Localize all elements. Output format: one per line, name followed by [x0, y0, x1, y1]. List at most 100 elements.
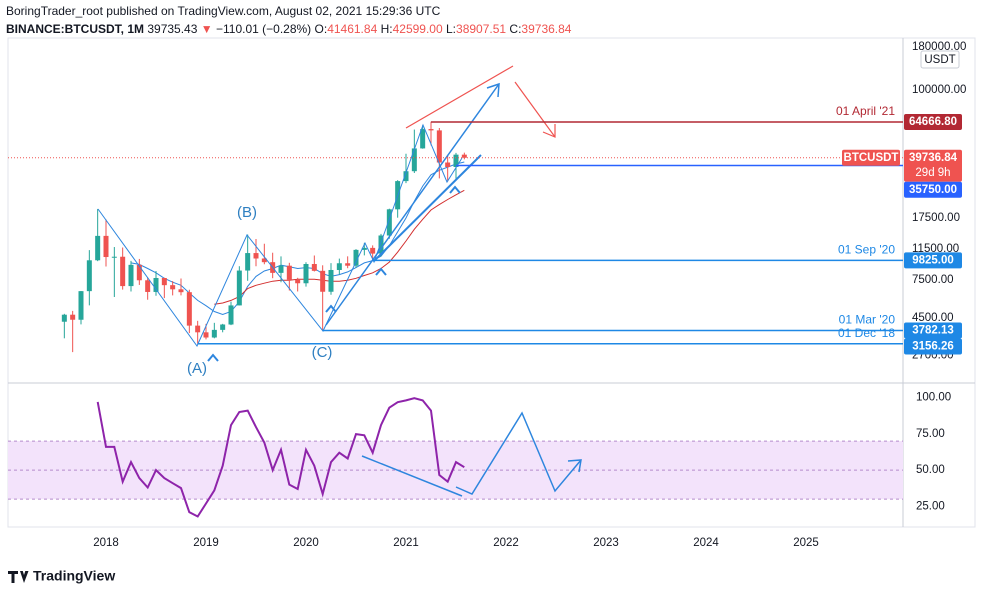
y-tick-label: 100.00: [916, 392, 951, 404]
ohlc-value: 39736.84: [521, 22, 571, 36]
logo-icon: [8, 571, 29, 583]
arrow: ▼: [201, 22, 213, 36]
marker: [325, 304, 337, 313]
last: 39735.43: [147, 22, 197, 36]
arrow-head: [486, 82, 500, 98]
currency-box: [920, 50, 960, 69]
candle-body: [420, 129, 426, 149]
level-date-label: 01 April '21: [836, 104, 895, 118]
candle-body: [153, 277, 159, 292]
level-date-label: 01 Sep '20: [838, 243, 895, 257]
y-tick-label: 75.00: [916, 428, 945, 440]
level-date-label: 01 Mar '20: [839, 313, 896, 327]
price-label: 3156.26: [912, 341, 954, 353]
level-date-label: 01 Dec '18: [838, 326, 895, 340]
price-label: 64666.80: [909, 116, 957, 128]
price-label: 29d 9h: [915, 167, 950, 179]
logo: TradingView: [8, 568, 115, 584]
chart-frame: [7, 37, 976, 528]
x-tick-label: 2020: [293, 537, 319, 549]
x-tick-label: 2019: [193, 537, 219, 549]
candle-body: [461, 154, 467, 158]
candle-body: [311, 264, 317, 271]
candle-body: [236, 270, 242, 306]
candle-body: [428, 129, 434, 131]
candle-body: [295, 279, 301, 284]
price-label-box: [904, 252, 962, 269]
candle-body: [136, 264, 142, 281]
ohlc-label: C:: [509, 22, 521, 36]
candle-body: [328, 269, 334, 292]
price-label-box: [904, 114, 962, 131]
currency: USDT: [924, 54, 955, 66]
candle-body: [411, 148, 417, 172]
candle-body: [228, 305, 234, 325]
symbol-label: BTCUSDT: [844, 152, 899, 164]
price-label: 39736.84: [909, 152, 958, 164]
candle-body: [128, 264, 134, 287]
symbol: BINANCE:BTCUSDT, 1M: [6, 22, 144, 36]
byline: BoringTrader_root published on TradingVi…: [6, 4, 441, 18]
candle-body: [403, 171, 409, 182]
candle-body: [178, 289, 184, 293]
y-tick-label: 4500.00: [912, 312, 954, 324]
candle-body: [145, 280, 151, 292]
candle-body: [336, 263, 342, 270]
x-tick-label: 2022: [493, 537, 519, 549]
candle-body: [120, 256, 126, 287]
x-tick-label: 2018: [93, 537, 119, 549]
arrow-head: [542, 124, 556, 138]
wave-label: (B): [237, 204, 257, 221]
red-trend-line: [405, 65, 514, 129]
candle-body: [378, 235, 384, 254]
y-tick-label: 25.00: [916, 500, 945, 512]
ohlc-value: 42599.00: [393, 22, 443, 36]
ohlc-value: 41461.84: [327, 22, 377, 36]
candle-body: [220, 324, 226, 330]
candle-body: [86, 260, 92, 292]
drawings: [97, 65, 582, 497]
wave-label: (C): [312, 344, 333, 361]
ohlc-label: H:: [381, 22, 393, 36]
ohlc-label: O:: [315, 22, 328, 36]
candle-body: [361, 247, 367, 250]
candle-body: [370, 247, 376, 254]
moving-average: [130, 161, 465, 316]
x-tick-label: 2024: [693, 537, 719, 549]
projection: [455, 411, 582, 495]
arrow-head: [567, 459, 582, 473]
price-label: 35750.00: [909, 184, 957, 196]
y-tick-label: 180000.00: [912, 41, 966, 53]
price-label-box: [904, 181, 962, 198]
x-tick-label: 2025: [793, 537, 819, 549]
divergence-line: [361, 455, 463, 497]
candle-body: [78, 291, 84, 320]
price-label: 9825.00: [912, 254, 954, 266]
marker: [207, 353, 219, 362]
candle-body: [436, 130, 442, 163]
candle-body: [61, 314, 67, 322]
candle-body: [253, 253, 259, 259]
candle-body: [453, 154, 459, 167]
x-tick-label: 2023: [593, 537, 619, 549]
wave-label: (A): [187, 360, 207, 377]
symbol-line: BINANCE:BTCUSDT, 1M 39735.43 ▼ −110.01 (…: [6, 22, 572, 36]
candle-body: [186, 292, 192, 326]
candle-body: [261, 258, 267, 263]
candle-body: [345, 263, 351, 266]
marker: [449, 185, 461, 194]
candle-body: [445, 162, 451, 167]
candle-body: [195, 325, 201, 333]
candle-body: [278, 265, 284, 273]
red-arrow: [514, 81, 556, 138]
candle-body: [170, 285, 176, 290]
candle-body: [161, 277, 167, 286]
candle-body: [211, 329, 217, 338]
marker: [375, 267, 387, 276]
ohlc-label: L:: [446, 22, 456, 36]
rsi-line: [96, 397, 465, 518]
y-tick-label: 11500.00: [912, 243, 959, 255]
candle-body: [286, 265, 292, 280]
price-label-box: [904, 338, 962, 355]
